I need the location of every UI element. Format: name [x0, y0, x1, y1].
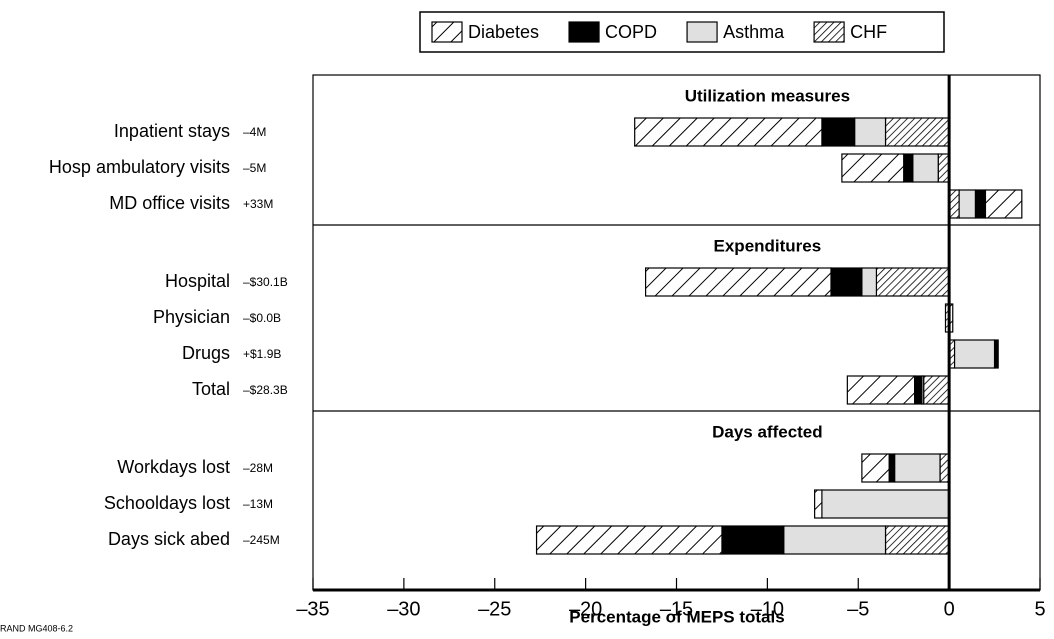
- group-title: Days affected: [712, 422, 823, 441]
- x-tick-label: –15: [660, 598, 693, 620]
- bar-segment: [937, 153, 950, 183]
- x-tick-label: –25: [478, 598, 511, 620]
- category-label: Inpatient stays: [114, 121, 230, 141]
- x-axis-label: Percentage of MEPS totals: [569, 607, 784, 626]
- bar-segment: [893, 453, 941, 483]
- legend-label: Diabetes: [468, 22, 539, 42]
- category-label: Hosp ambulatory visits: [49, 157, 230, 177]
- bar-segment: [846, 375, 916, 405]
- bar-segment: [884, 525, 950, 555]
- x-tick-label: 0: [944, 598, 955, 620]
- category-label: Workdays lost: [117, 457, 230, 477]
- legend-box: [419, 11, 945, 53]
- bar-segment: [984, 189, 1023, 219]
- category-label: Schooldays lost: [104, 493, 230, 513]
- bar-segment: [913, 375, 923, 405]
- x-tick-label: 5: [1034, 598, 1045, 620]
- legend-label: COPD: [605, 22, 657, 42]
- bar-segment: [721, 525, 785, 555]
- bar-segment: [821, 117, 856, 147]
- bar-segment: [645, 267, 832, 297]
- row-note: +$1.9B: [243, 347, 281, 361]
- x-tick-label: –35: [296, 598, 329, 620]
- category-label: Drugs: [182, 343, 230, 363]
- legend-swatch: [568, 21, 600, 43]
- group-title: Utilization measures: [685, 86, 850, 105]
- bar-segment: [821, 489, 950, 519]
- row-note: +33M: [243, 197, 273, 211]
- bar-segment: [535, 525, 723, 555]
- legend-swatch: [431, 21, 463, 43]
- bar-segment: [974, 189, 987, 219]
- bar-segment: [841, 153, 905, 183]
- row-note: –28M: [243, 461, 273, 475]
- row-note: –4M: [243, 125, 266, 139]
- legend-label: Asthma: [723, 22, 785, 42]
- bar-segment: [783, 525, 887, 555]
- row-note: –245M: [243, 533, 280, 547]
- bar-segment: [884, 117, 950, 147]
- group-title: Expenditures: [714, 236, 822, 255]
- bar-segment: [923, 375, 950, 405]
- x-tick-label: –30: [387, 598, 420, 620]
- bar-segment: [958, 189, 977, 219]
- category-label: MD office visits: [109, 193, 230, 213]
- legend-swatch: [686, 21, 718, 43]
- legend-swatch: [813, 21, 845, 43]
- row-note: –13M: [243, 497, 273, 511]
- bar-segment: [634, 117, 823, 147]
- row-note: –5M: [243, 161, 266, 175]
- bar-segment: [888, 453, 896, 483]
- category-label: Physician: [153, 307, 230, 327]
- x-tick-label: –10: [751, 598, 784, 620]
- row-note: –$30.1B: [243, 275, 288, 289]
- bar-segment: [953, 339, 996, 369]
- category-label: Hospital: [165, 271, 230, 291]
- category-label: Total: [192, 379, 230, 399]
- bar-segment: [861, 267, 878, 297]
- bar-segment: [912, 153, 939, 183]
- x-tick-label: –20: [569, 598, 602, 620]
- bar-segment: [861, 453, 890, 483]
- bar-segment: [814, 489, 823, 519]
- x-tick-label: –5: [847, 598, 869, 620]
- category-label: Days sick abed: [108, 529, 230, 549]
- bar-segment: [875, 267, 950, 297]
- row-note: –$28.3B: [243, 383, 288, 397]
- bar-segment: [830, 267, 863, 297]
- source-note: RAND MG408-6.2: [0, 623, 73, 633]
- bar-segment: [903, 153, 914, 183]
- row-note: –$0.0B: [243, 311, 281, 325]
- bar-segment: [854, 117, 887, 147]
- legend-label: CHF: [850, 22, 887, 42]
- bar-segment: [993, 339, 999, 369]
